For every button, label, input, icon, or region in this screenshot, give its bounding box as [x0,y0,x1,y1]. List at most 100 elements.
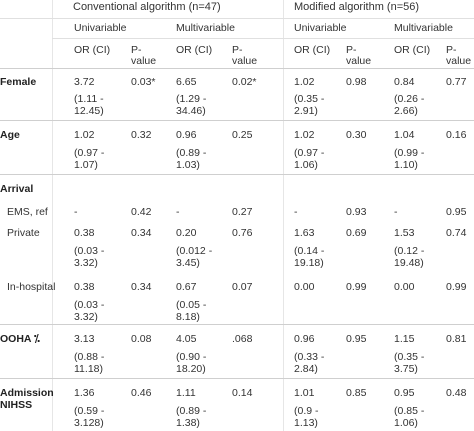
col-header-or-ci: OR (CI) [294,44,331,56]
cell-p: 0.34 [131,281,152,293]
row-label-ems-ref: EMS, ref [7,206,48,218]
col-header-p: P- [131,44,142,56]
cell-p: 0.93 [346,206,367,218]
cell-or: 0.96 [176,129,197,141]
cell-p: 0.48 [446,387,467,399]
cell-or: 0.38 [74,227,95,239]
row-divider [0,378,474,379]
cell-ci: (1.11 - [74,93,104,105]
cell-or: 1.11 [176,387,196,399]
row-label-private: Private [7,227,40,239]
col-header-value: value [346,55,372,67]
cell-ci: 1.38) [176,417,200,429]
cell-p: 0.08 [131,333,152,345]
cell-or: 1.36 [74,387,95,399]
col-header-or-ci: OR (CI) [74,44,111,56]
cell-ci: 3.32) [74,257,98,269]
row-label-ooha: OOHA ⁒ [0,333,40,345]
group-header-modified: Modified algorithm (n=56) [294,1,420,13]
cell-ci: 8.18) [176,311,200,323]
row-divider [52,38,474,39]
cell-or: 0.20 [176,227,197,239]
header-bottom-rule [0,68,474,69]
cell-p: .068 [232,333,253,345]
cell-or: 0.38 [74,281,95,293]
cell-p: 0.30 [346,129,367,141]
cell-or: 0.96 [294,333,315,345]
row-divider [0,174,474,175]
subheader-univariable: Univariable [294,22,347,34]
cell-or: 0.95 [394,387,415,399]
cell-p: 0.77 [446,76,467,88]
cell-p: 0.95 [446,206,467,218]
cell-ci: (0.26 - [394,93,425,105]
row-divider [0,324,474,325]
cell-p: 0.95 [346,333,367,345]
cell-p: 0.76 [232,227,253,239]
cell-p: 0.85 [346,387,367,399]
cell-ci: (0.9 - [294,405,319,417]
col-header-value: value [446,55,472,67]
cell-p: 0.69 [346,227,367,239]
group-header-conventional: Conventional algorithm (n=47) [73,1,221,13]
cell-or: 0.84 [394,76,415,88]
cell-ci: 1.10) [394,159,418,171]
cell-or: 1.15 [394,333,415,345]
cell-ci: (0.97 - [294,147,325,159]
cell-p: 0.14 [232,387,253,399]
col-header-p: P- [232,44,243,56]
cell-ci: (0.89 - [176,405,207,417]
cell-ci: (0.35 - [394,351,425,363]
cell-ci: 3.32) [74,311,98,323]
cell-ci: (0.12 - [394,245,425,257]
cell-ci: (0.88 - [74,351,105,363]
cell-or: 1.53 [394,227,415,239]
col-header-value: value [131,55,157,67]
cell-ci: 3.128) [74,417,104,429]
cell-ci: (0.97 - [74,147,105,159]
col-header-or-ci: OR (CI) [176,44,213,56]
cell-or: - [394,206,398,218]
cell-p: 0.42 [131,206,152,218]
row-label-age: Age [0,129,20,141]
cell-p: 0.03* [131,76,156,88]
cell-ci: (0.012 - [176,245,213,257]
cell-p: 0.46 [131,387,152,399]
cell-ci: 19.18) [294,257,324,269]
cell-ci: 1.06) [394,417,418,429]
cell-ci: (0.03 - [74,245,105,257]
cell-ci: (1.29 - [176,93,207,105]
cell-ci: 19.48) [394,257,424,269]
cell-ci: (0.85 - [394,405,425,417]
cell-or: 1.02 [74,129,95,141]
cell-or: 0.00 [294,281,315,293]
cell-or: 3.13 [74,333,95,345]
cell-ci: 1.07) [74,159,98,171]
row-divider [0,18,474,19]
cell-or: 0.00 [394,281,415,293]
col-header-or-ci: OR (CI) [394,44,431,56]
cell-or: 1.01 [294,387,315,399]
cell-ci: 18.20) [176,363,206,375]
cell-or: 3.72 [74,76,95,88]
cell-or: - [176,206,180,218]
subheader-multivariable: Multivariable [394,22,453,34]
column-divider [283,0,284,431]
cell-p: 0.99 [446,281,467,293]
cell-ci: 11.18) [74,363,103,375]
cell-ci: 1.03) [176,159,200,171]
cell-p: 0.98 [346,76,367,88]
column-divider [52,0,53,431]
cell-ci: 1.06) [294,159,318,171]
cell-or: 0.67 [176,281,197,293]
row-label-female: Female [0,76,37,88]
cell-ci: (0.59 - [74,405,105,417]
cell-p: 0.07 [232,281,253,293]
subheader-multivariable: Multivariable [176,22,235,34]
cell-or: 1.02 [294,129,315,141]
cell-ci: 12.45) [74,105,104,117]
cell-ci: 1.13) [294,417,318,429]
cell-p: 0.74 [446,227,467,239]
col-header-value: value [232,55,258,67]
row-label-admission: Admission [0,387,54,399]
